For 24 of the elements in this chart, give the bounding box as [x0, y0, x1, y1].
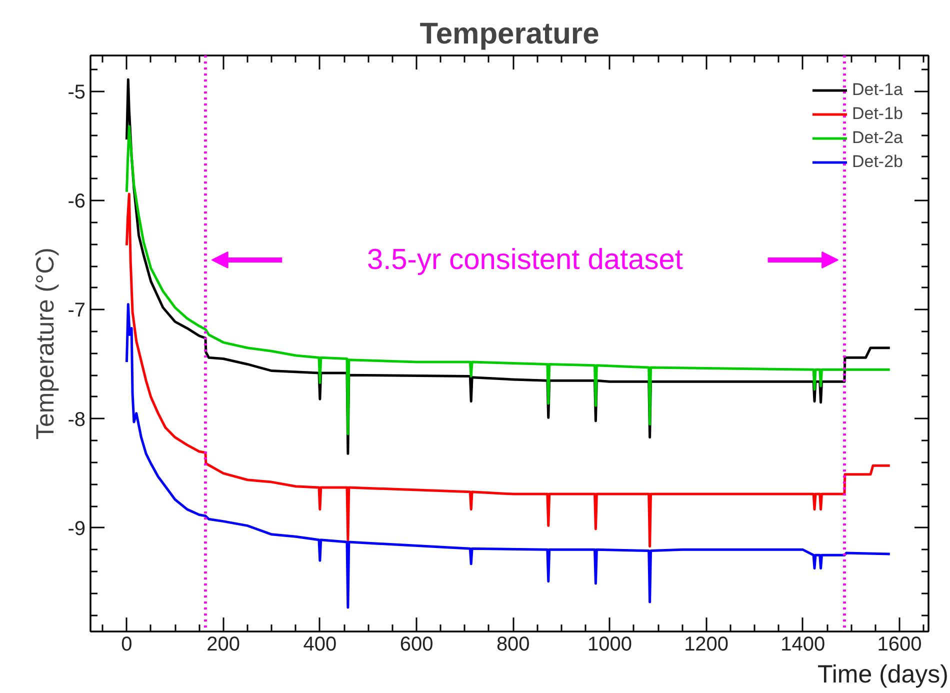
y-tick-label: -8: [68, 408, 86, 431]
y-tick-label: -9: [68, 518, 86, 540]
x-tick-label: 800: [496, 634, 530, 656]
legend-label: Det-1b: [852, 104, 903, 124]
legend-label: Det-1a: [852, 80, 903, 100]
line-series: [125, 192, 892, 548]
x-tick-label: 0: [121, 634, 132, 656]
y-tick-label: -7: [68, 300, 86, 322]
y-tick-label: -6: [68, 190, 86, 213]
x-tick-label: 400: [303, 634, 337, 656]
y-tick-label: -5: [68, 82, 86, 104]
x-tick-label: 1400: [780, 634, 826, 656]
line-series: [125, 302, 892, 609]
y-axis-title: Temperature (°C): [32, 247, 60, 440]
legend-label: Det-2b: [852, 152, 903, 172]
x-axis-title: Time (days): [817, 660, 948, 688]
x-tick-label: 600: [400, 634, 434, 656]
legend-label: Det-2a: [852, 128, 903, 148]
x-tick-label: 1600: [877, 634, 922, 656]
annotation: 3.5-yr consistent dataset: [366, 244, 683, 276]
chart-title: Temperature: [420, 18, 600, 50]
x-tick-label: 1000: [587, 634, 632, 656]
x-tick-label: 200: [206, 634, 240, 656]
x-tick-label: 1200: [684, 634, 729, 656]
